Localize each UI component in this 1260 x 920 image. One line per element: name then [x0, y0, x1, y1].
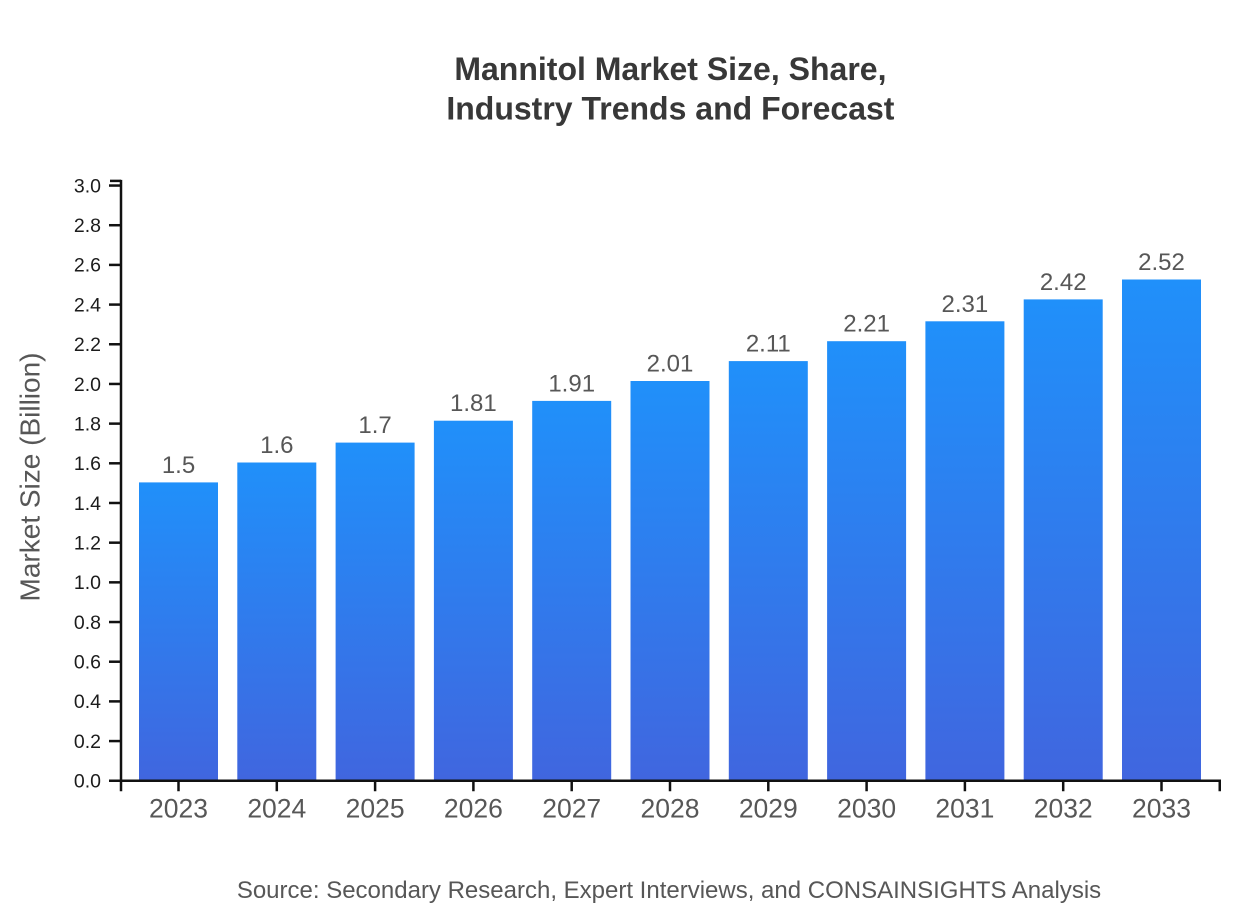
svg-text:1.91: 1.91 — [548, 370, 595, 397]
svg-text:2028: 2028 — [641, 794, 700, 824]
svg-text:Mannitol Market Size, Share,: Mannitol Market Size, Share, — [454, 51, 886, 87]
svg-text:2.01: 2.01 — [647, 351, 694, 378]
svg-text:2.0: 2.0 — [74, 374, 101, 396]
svg-text:2032: 2032 — [1034, 794, 1093, 824]
svg-text:2.4: 2.4 — [74, 294, 101, 316]
svg-text:0.2: 0.2 — [74, 731, 101, 753]
svg-text:2.6: 2.6 — [74, 255, 101, 277]
svg-text:1.0: 1.0 — [74, 572, 101, 594]
svg-text:1.6: 1.6 — [74, 453, 101, 475]
svg-text:2.2: 2.2 — [74, 334, 101, 356]
svg-text:2.11: 2.11 — [746, 331, 791, 358]
svg-text:Industry Trends and Forecast: Industry Trends and Forecast — [446, 91, 894, 127]
svg-text:0.0: 0.0 — [74, 771, 101, 793]
svg-text:0.4: 0.4 — [74, 691, 101, 713]
svg-text:Market Size (Billion): Market Size (Billion) — [15, 353, 46, 602]
svg-text:1.6: 1.6 — [260, 432, 293, 459]
svg-text:2030: 2030 — [837, 794, 896, 824]
svg-text:2029: 2029 — [739, 794, 798, 824]
svg-text:2027: 2027 — [542, 794, 601, 824]
svg-text:2031: 2031 — [935, 794, 994, 824]
svg-text:2026: 2026 — [444, 794, 503, 824]
svg-text:1.4: 1.4 — [74, 493, 101, 515]
svg-text:2.21: 2.21 — [843, 311, 890, 338]
svg-text:0.6: 0.6 — [74, 652, 101, 674]
svg-text:2023: 2023 — [149, 794, 208, 824]
svg-text:2.42: 2.42 — [1040, 269, 1087, 296]
svg-text:1.81: 1.81 — [450, 390, 497, 417]
svg-text:2025: 2025 — [346, 794, 405, 824]
svg-text:2.52: 2.52 — [1138, 249, 1185, 276]
svg-text:1.5: 1.5 — [162, 452, 195, 479]
svg-text:1.2: 1.2 — [74, 533, 101, 555]
svg-text:2.31: 2.31 — [942, 291, 989, 318]
svg-text:3.0: 3.0 — [74, 175, 101, 197]
svg-text:Source: Secondary Research, Ex: Source: Secondary Research, Expert Inter… — [237, 877, 1101, 904]
svg-text:0.8: 0.8 — [74, 612, 101, 634]
svg-text:1.7: 1.7 — [358, 412, 391, 439]
svg-text:2024: 2024 — [247, 794, 306, 824]
svg-text:2.8: 2.8 — [74, 215, 101, 237]
svg-text:1.8: 1.8 — [74, 413, 101, 435]
svg-text:2033: 2033 — [1132, 794, 1191, 824]
